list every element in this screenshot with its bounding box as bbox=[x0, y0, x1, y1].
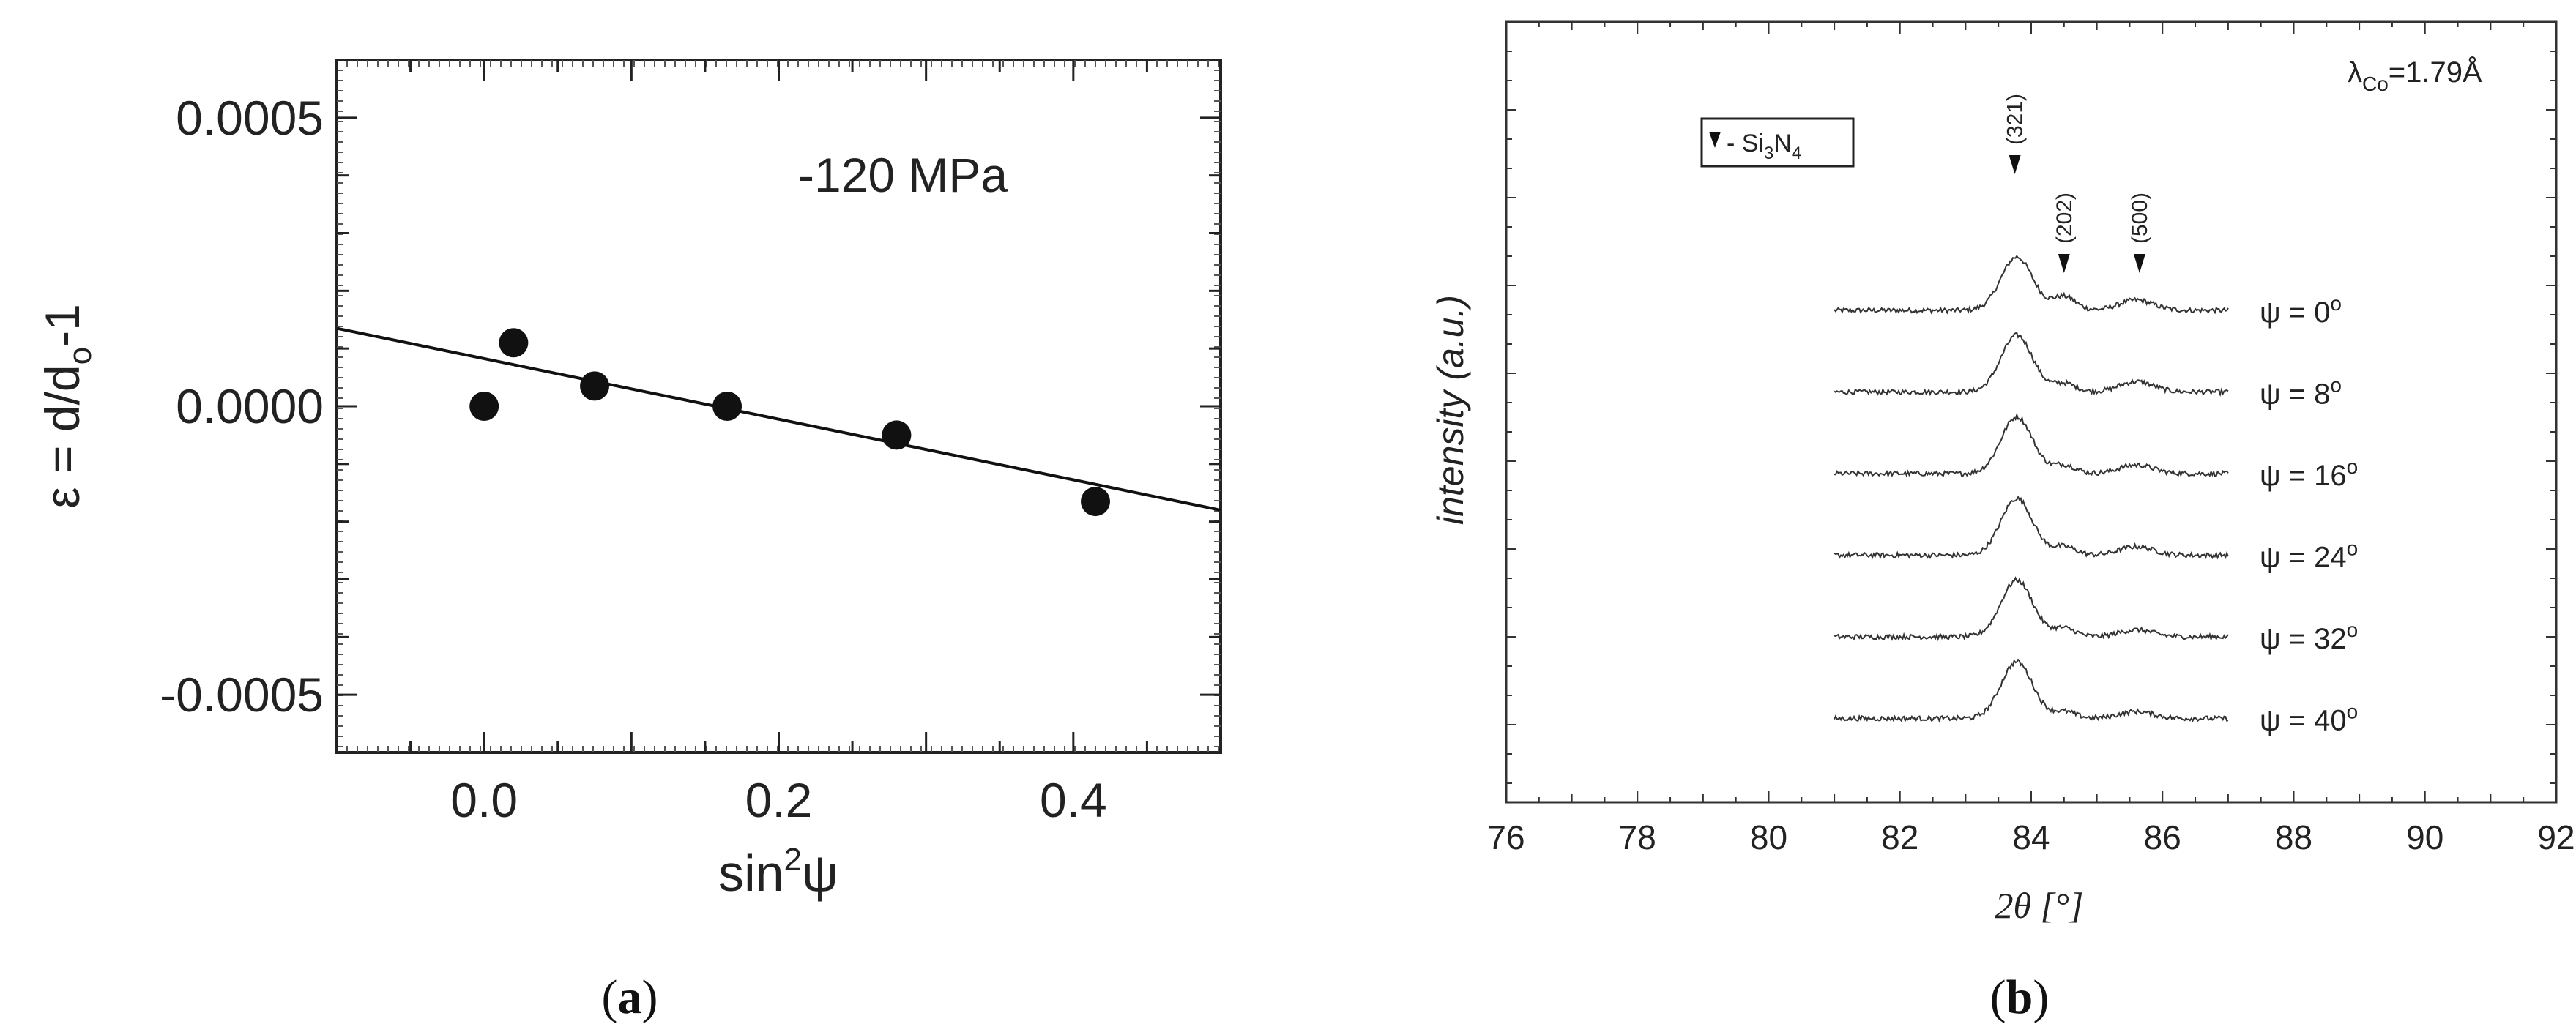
x-tick-label: 90 bbox=[2406, 818, 2443, 856]
y-tick-label: -0.0005 bbox=[160, 668, 324, 722]
panel-a-stress-annotation: -120 MPa bbox=[798, 148, 1008, 202]
x-tick-label: 0.0 bbox=[450, 773, 518, 827]
x-tick-label: 86 bbox=[2144, 818, 2181, 856]
x-tick-label: 78 bbox=[1619, 818, 1656, 856]
panel-a-plot-frame bbox=[335, 59, 1222, 754]
panel-a-data-points bbox=[469, 328, 1111, 517]
data-point bbox=[499, 328, 529, 358]
data-point bbox=[580, 371, 610, 401]
panel-b-legend-text: - Si3N4 bbox=[1727, 130, 1801, 163]
panel-a: 0.0 0.2 0.4 0.0005 0.0000 -0.0005 -120 MPa s… bbox=[35, 59, 1222, 1024]
panel-a-fit-line bbox=[336, 326, 1221, 512]
panel-a-x-ticks: 0.0 0.2 0.4 bbox=[335, 60, 1222, 827]
diffraction-trace bbox=[1834, 412, 2229, 478]
panel-a-x-axis-label: sin2ψ bbox=[718, 842, 838, 902]
data-point bbox=[712, 392, 742, 421]
panel-b: 76 78 80 82 84 86 88 90 92 ψ = 0oψ = 8oψ = 16oψ … bbox=[1430, 20, 2575, 1024]
panel-b-plot-frame bbox=[1505, 20, 2558, 804]
panel-a-y-axis-label: ε = d/do-1 bbox=[35, 304, 98, 509]
x-tick-label: 0.2 bbox=[745, 773, 813, 827]
x-tick-label: 76 bbox=[1487, 818, 1525, 856]
x-tick-label: 82 bbox=[1881, 818, 1918, 856]
panel-b-x-ticks: 76 78 80 82 84 86 88 90 92 bbox=[1487, 22, 2575, 856]
panel-b-traces bbox=[1834, 255, 2229, 723]
trace-label: ψ = 8o bbox=[2260, 374, 2342, 411]
trace-label: ψ = 32o bbox=[2260, 619, 2358, 655]
panel-a-caption: (a) bbox=[602, 971, 658, 1024]
trace-label: ψ = 40o bbox=[2260, 700, 2358, 737]
x-tick-label: 92 bbox=[2537, 818, 2575, 856]
diffraction-trace bbox=[1834, 576, 2229, 642]
panel-b-trace-labels: ψ = 0o ψ = 8o ψ = 16o ψ = 24o ψ = 32o ψ = 40o bbox=[2260, 292, 2358, 737]
diffraction-trace bbox=[1834, 658, 2229, 723]
peak-marker-triangle-icon bbox=[2009, 155, 2021, 174]
y-tick-label: 0.0005 bbox=[176, 91, 324, 145]
panel-b-legend: - Si3N4 bbox=[1700, 117, 1855, 168]
trace-label: ψ = 16o bbox=[2260, 455, 2358, 492]
trace-label: ψ = 24o bbox=[2260, 537, 2358, 574]
panel-b-y-axis-label: intensity (a.u.) bbox=[1430, 295, 1471, 525]
data-point bbox=[882, 420, 912, 450]
diffraction-trace bbox=[1834, 255, 2229, 315]
panel-b-x-axis-label: 2θ [°] bbox=[1995, 885, 2084, 926]
x-tick-label: 80 bbox=[1750, 818, 1787, 856]
legend-triangle-marker-icon bbox=[1709, 132, 1721, 148]
peak-marker-label: (500) bbox=[2128, 193, 2152, 244]
peak-marker-label: (202) bbox=[2052, 193, 2077, 244]
panel-b-minor-ticks bbox=[1506, 51, 2556, 784]
x-tick-label: 88 bbox=[2275, 818, 2312, 856]
peak-marker-triangle-icon bbox=[2133, 254, 2145, 273]
panel-b-legend-box bbox=[1700, 117, 1855, 168]
data-point bbox=[1081, 487, 1111, 517]
peak-marker-triangle-icon bbox=[2058, 254, 2070, 273]
panel-b-caption: (b) bbox=[1990, 971, 2050, 1024]
trace-label: ψ = 0o bbox=[2260, 292, 2342, 329]
panel-a-y-ticks: 0.0005 0.0000 -0.0005 bbox=[160, 59, 1221, 754]
panel-b-wavelength-label: λCo=1.79Å bbox=[2348, 56, 2482, 95]
x-tick-label: 84 bbox=[2012, 818, 2050, 856]
data-point bbox=[469, 392, 499, 421]
peak-marker-label: (321) bbox=[2003, 94, 2028, 145]
diffraction-trace bbox=[1834, 495, 2229, 560]
panel-b-peak-markers: (321) (202) (500) bbox=[2003, 94, 2152, 273]
x-tick-label: 0.4 bbox=[1040, 773, 1107, 827]
panel-a-minor-ticks bbox=[337, 60, 1221, 752]
diffraction-trace bbox=[1834, 332, 2229, 397]
y-tick-label: 0.0000 bbox=[176, 379, 324, 433]
